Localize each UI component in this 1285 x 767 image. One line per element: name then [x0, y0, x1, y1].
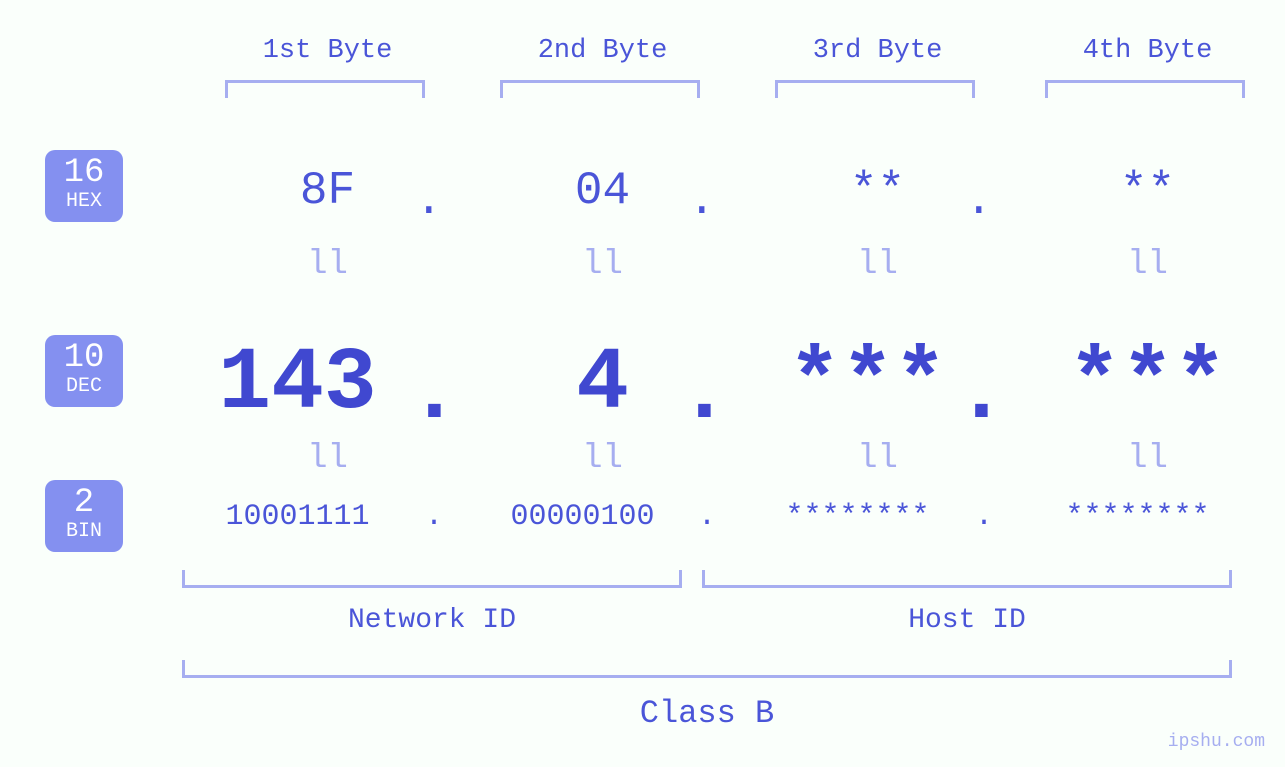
- eq-upper-2: ll: [480, 246, 725, 284]
- eq-lower-2: ll: [480, 440, 725, 478]
- dec-dot-2: .: [678, 345, 731, 444]
- eq-lower-3: ll: [755, 440, 1000, 478]
- base-badge-hex-label: HEX: [45, 192, 123, 212]
- hex-dot-3: .: [965, 175, 993, 227]
- base-badge-hex-num: 16: [45, 156, 123, 190]
- eq-upper-3: ll: [755, 246, 1000, 284]
- byte-header-3: 3rd Byte: [755, 36, 1000, 66]
- bin-dot-3: .: [975, 500, 993, 534]
- bin-byte-4: ********: [1015, 500, 1260, 534]
- label-class: Class B: [182, 695, 1232, 732]
- byte-header-2: 2nd Byte: [480, 36, 725, 66]
- base-badge-hex: 16 HEX: [45, 150, 123, 222]
- bin-byte-1: 10001111: [175, 500, 420, 534]
- top-bracket-2: [500, 80, 700, 98]
- label-host-id: Host ID: [702, 605, 1232, 636]
- base-badge-bin-num: 2: [45, 486, 123, 520]
- bin-dot-1: .: [425, 500, 443, 534]
- eq-upper-4: ll: [1025, 246, 1270, 284]
- hex-byte-3: **: [755, 165, 1000, 217]
- top-bracket-3: [775, 80, 975, 98]
- dec-byte-1: 143: [175, 335, 420, 434]
- label-network-id: Network ID: [182, 605, 682, 636]
- dec-byte-4: ***: [1025, 335, 1270, 434]
- byte-header-1: 1st Byte: [205, 36, 450, 66]
- base-badge-bin: 2 BIN: [45, 480, 123, 552]
- dec-dot-1: .: [408, 345, 461, 444]
- hex-dot-1: .: [415, 175, 443, 227]
- dec-dot-3: .: [955, 345, 1008, 444]
- base-badge-dec: 10 DEC: [45, 335, 123, 407]
- hex-byte-1: 8F: [205, 165, 450, 217]
- bin-dot-2: .: [698, 500, 716, 534]
- bin-byte-2: 00000100: [460, 500, 705, 534]
- base-badge-dec-label: DEC: [45, 377, 123, 397]
- top-bracket-4: [1045, 80, 1245, 98]
- bracket-class: [182, 660, 1232, 678]
- top-bracket-1: [225, 80, 425, 98]
- dec-byte-3: ***: [745, 335, 990, 434]
- hex-dot-2: .: [688, 175, 716, 227]
- base-badge-dec-num: 10: [45, 341, 123, 375]
- bin-byte-3: ********: [735, 500, 980, 534]
- byte-header-4: 4th Byte: [1025, 36, 1270, 66]
- eq-upper-1: ll: [205, 246, 450, 284]
- hex-byte-4: **: [1025, 165, 1270, 217]
- bracket-host-id: [702, 570, 1232, 588]
- eq-lower-1: ll: [205, 440, 450, 478]
- base-badge-bin-label: BIN: [45, 522, 123, 542]
- eq-lower-4: ll: [1025, 440, 1270, 478]
- bracket-network-id: [182, 570, 682, 588]
- watermark: ipshu.com: [1168, 732, 1265, 752]
